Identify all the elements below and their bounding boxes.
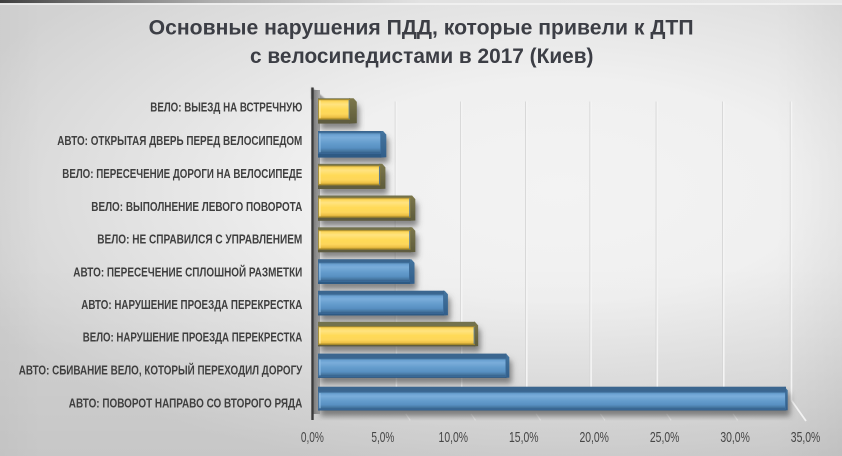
svg-text:10,0%: 10,0% xyxy=(439,430,469,446)
svg-text:АВТО: ОТКРЫТАЯ ДВЕРЬ ПЕРЕД ВЕЛ: АВТО: ОТКРЫТАЯ ДВЕРЬ ПЕРЕД ВЕЛОСИПЕДОМ xyxy=(57,134,302,148)
svg-text:20,0%: 20,0% xyxy=(579,430,609,446)
svg-text:35,0%: 35,0% xyxy=(791,430,821,446)
svg-text:АВТО: ПЕРЕСЕЧЕНИЕ СПЛОШНОЙ РАЗ: АВТО: ПЕРЕСЕЧЕНИЕ СПЛОШНОЙ РАЗМЕТКИ xyxy=(73,264,302,279)
svg-text:30,0%: 30,0% xyxy=(720,430,750,446)
svg-text:25,0%: 25,0% xyxy=(650,430,680,446)
svg-text:ВЕЛО: ПЕРЕСЕЧЕНИЕ ДОРОГИ НА ВЕ: ВЕЛО: ПЕРЕСЕЧЕНИЕ ДОРОГИ НА ВЕЛОСИПЕДЕ xyxy=(62,167,302,181)
svg-text:0,0%: 0,0% xyxy=(301,430,324,446)
svg-text:ВЕЛО: ВЫЕЗД НА ВСТРЕЧНУЮ: ВЕЛО: ВЫЕЗД НА ВСТРЕЧНУЮ xyxy=(150,100,302,114)
svg-text:Основные нарушения ПДД, которы: Основные нарушения ПДД, которые привели … xyxy=(149,15,694,39)
svg-text:ВЕЛО: НАРУШЕНИЕ ПРОЕЗДА ПЕРЕКР: ВЕЛО: НАРУШЕНИЕ ПРОЕЗДА ПЕРЕКРЕСТКА xyxy=(83,331,302,345)
svg-text:АВТО: СБИВАНИЕ ВЕЛО, КОТОРЫЙ П: АВТО: СБИВАНИЕ ВЕЛО, КОТОРЫЙ ПЕРЕХОДИЛ Д… xyxy=(19,363,303,378)
svg-text:с велосипедистами в 2017 (Киев: с велосипедистами в 2017 (Киев) xyxy=(250,44,594,68)
svg-text:5,0%: 5,0% xyxy=(371,430,394,446)
svg-text:15,0%: 15,0% xyxy=(509,430,539,446)
svg-text:ВЕЛО: НЕ СПРАВИЛСЯ С УПРАВЛЕНИ: ВЕЛО: НЕ СПРАВИЛСЯ С УПРАВЛЕНИЕМ xyxy=(97,233,302,247)
svg-text:ВЕЛО: ВЫПОЛНЕНИЕ ЛЕВОГО ПОВОРО: ВЕЛО: ВЫПОЛНЕНИЕ ЛЕВОГО ПОВОРОТА xyxy=(91,200,302,214)
svg-text:АВТО: НАРУШЕНИЕ ПРОЕЗДА ПЕРЕКР: АВТО: НАРУШЕНИЕ ПРОЕЗДА ПЕРЕКРЕСТКА xyxy=(81,298,302,312)
svg-text:АВТО: ПОВОРОТ НАПРАВО СО ВТОРО: АВТО: ПОВОРОТ НАПРАВО СО ВТОРОГО РЯДА xyxy=(69,397,302,411)
